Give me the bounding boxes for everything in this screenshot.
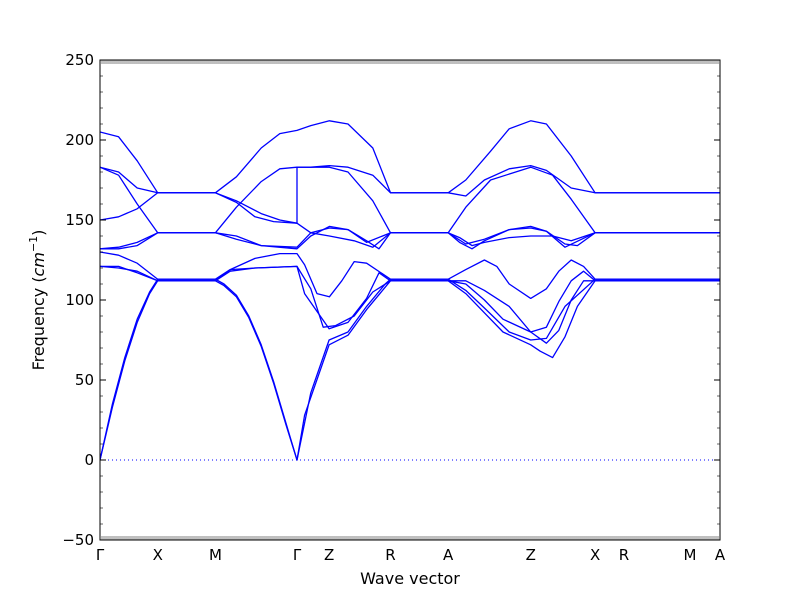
y-axis-label-prefix: Frequency (: [29, 276, 48, 370]
x-tick-label: A: [443, 546, 454, 564]
x-tick-label: R: [385, 546, 395, 564]
series-layer: [100, 120, 720, 461]
x-axis-label: Wave vector: [360, 569, 460, 588]
x-tick-label: A: [715, 546, 726, 564]
phonon-branch-6: [100, 225, 720, 250]
x-tick-label: X: [153, 546, 163, 564]
plot-background: [100, 60, 720, 540]
y-tick-label: −50: [62, 531, 94, 549]
x-tick-label: Z: [324, 546, 334, 564]
x-tick-label: Z: [526, 546, 536, 564]
phonon-branch-3: [100, 164, 720, 224]
y-tick-label: 250: [65, 51, 94, 69]
x-tick-label: X: [590, 546, 600, 564]
x-tick-label: R: [619, 546, 629, 564]
y-axis-label-unit: cm: [29, 252, 48, 276]
y-tick-label: 50: [75, 371, 94, 389]
x-tick-label: Γ: [96, 546, 105, 564]
y-tick-label: 200: [65, 131, 94, 149]
x-tick-label: Γ: [293, 546, 302, 564]
y-axis-ticks: −50 0 50 100 150 200 250: [62, 51, 720, 549]
y-axis-label-exponent: −1: [27, 236, 40, 252]
x-tick-label: M: [209, 546, 222, 564]
y-axis-label-suffix: ): [29, 230, 48, 236]
y-axis-label: Frequency (cm−1): [27, 230, 48, 371]
phonon-branch-11: [100, 278, 720, 461]
y-tick-label: 150: [65, 211, 94, 229]
phonon-branch-10: [100, 280, 720, 461]
y-tick-label: 0: [84, 451, 94, 469]
x-tick-label: M: [684, 546, 697, 564]
y-tick-label: 100: [65, 291, 94, 309]
